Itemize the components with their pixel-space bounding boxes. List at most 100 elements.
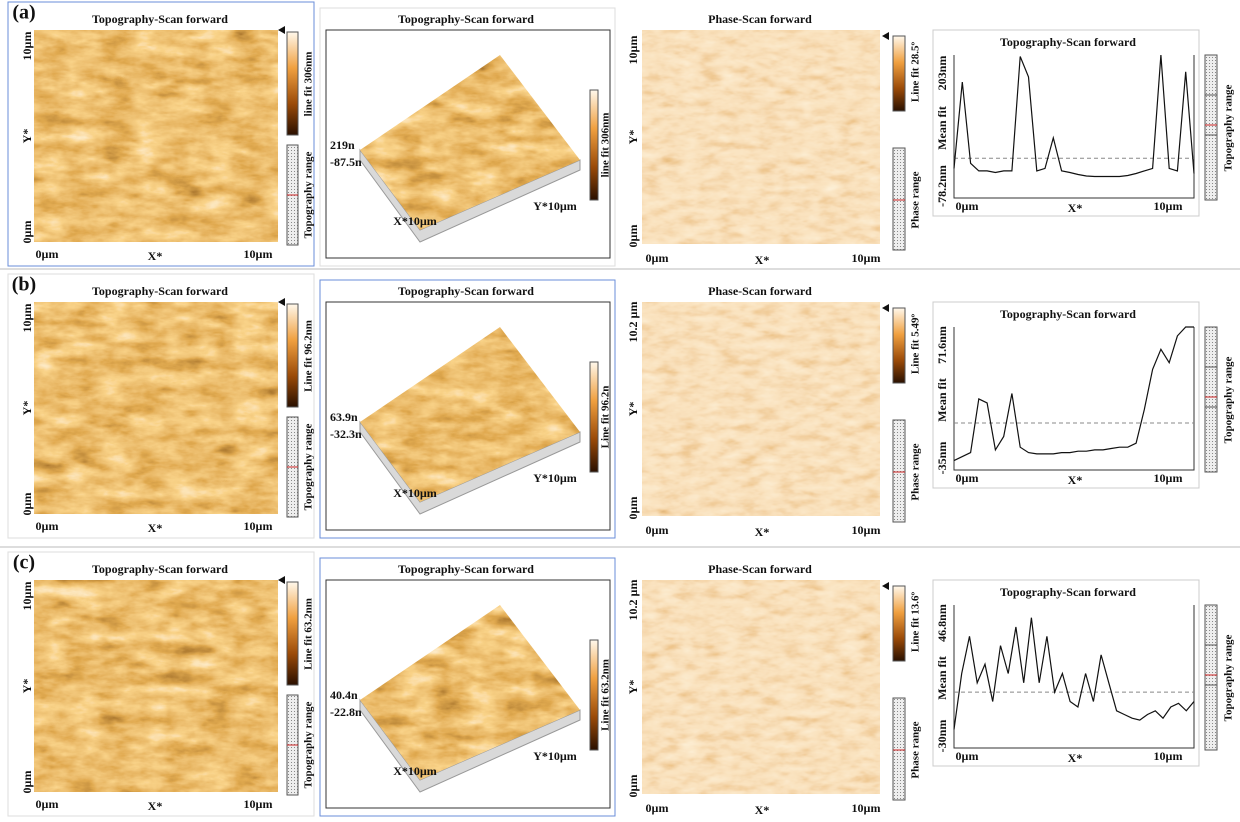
x-label: 10µm [244, 519, 273, 533]
marker [278, 298, 285, 306]
panel-label: (c) [13, 552, 35, 574]
x-label: 10µm [852, 523, 881, 537]
x-label: 0µm [956, 749, 979, 763]
range-label: Phase range [910, 443, 922, 500]
x-axis-label: X* [755, 525, 770, 539]
y-axis-label: Y*10µm [533, 749, 577, 763]
y-label: 10µm [20, 32, 34, 61]
y-tick-label: -78.2nm [935, 165, 949, 207]
colorbar-label: Line fit 13.6º [910, 592, 922, 653]
y-label: 0µm [626, 497, 640, 520]
phase-image [642, 30, 880, 244]
x-axis-label: X* [148, 521, 163, 535]
x-axis-label: X* [755, 253, 770, 267]
y-label: 10.2 µm [626, 302, 640, 343]
phase-image [642, 302, 880, 516]
x-axis-label: X*10µm [393, 214, 437, 228]
range-bar [893, 420, 905, 522]
panel-label: (a) [12, 2, 35, 24]
panel-title: Phase-Scan forward [708, 562, 812, 576]
y-axis-label: Y*10µm [533, 199, 577, 213]
x-label: 10µm [852, 251, 881, 265]
range-label: Phase range [910, 721, 922, 778]
x-label: 10µm [244, 247, 273, 261]
x-label: 0µm [36, 519, 59, 533]
panel-title: Topography-Scan forward [1000, 585, 1136, 599]
x-label: 10µm [852, 801, 881, 815]
afm-image [34, 30, 278, 242]
range-bar [893, 148, 905, 250]
x-axis-label: X* [148, 799, 163, 813]
x-label: 0µm [646, 251, 669, 265]
y-label: 10µm [20, 582, 34, 611]
z-label: 40.4n [330, 688, 358, 702]
panel-frame [933, 580, 1199, 766]
panel-frame [933, 302, 1199, 488]
marker [278, 576, 285, 584]
y-label: 10.2 µm [626, 580, 640, 621]
y-axis-label: Y*10µm [533, 471, 577, 485]
colorbar [287, 304, 298, 407]
range-label: Topography range [303, 152, 315, 239]
colorbar-label: Line fit 5.49º [910, 314, 922, 375]
panel-title: Topography-Scan forward [1000, 35, 1136, 49]
panel-label: (b) [12, 274, 36, 296]
x-label: 10µm [1154, 471, 1183, 485]
panel-frame [933, 30, 1199, 216]
colorbar [893, 36, 905, 111]
panel-title: Topography-Scan forward [398, 562, 534, 576]
x-axis-label: X*10µm [393, 486, 437, 500]
colorbar-label: line fit 306nm [600, 113, 612, 178]
range-label: Topography range [1223, 357, 1235, 444]
colorbar [893, 308, 905, 383]
range-label: Topography range [1223, 85, 1235, 172]
colorbar-label: Line fit 63.2nm [600, 659, 612, 731]
range-bar [893, 698, 905, 800]
y-label: 0µm [20, 221, 34, 244]
y-tick-label: -35nm [935, 442, 949, 475]
y-axis-label: Y* [20, 679, 34, 694]
afm-image [34, 580, 278, 792]
marker [882, 32, 889, 40]
y-tick-label: -30nm [935, 720, 949, 753]
x-label: 10µm [1154, 199, 1183, 213]
marker [882, 304, 889, 312]
panel-title: Phase-Scan forward [708, 284, 812, 298]
y-tick-label: Mean fit [935, 656, 949, 700]
y-axis-label: Y* [626, 402, 640, 417]
x-label: 0µm [36, 797, 59, 811]
y-tick-label: 203nm [935, 56, 949, 91]
range-bar [1205, 55, 1217, 200]
y-tick-label: Mean fit [935, 378, 949, 422]
x-label: 0µm [646, 801, 669, 815]
range-bar [1205, 327, 1217, 472]
range-label: Topography range [303, 702, 315, 789]
x-label: 10µm [244, 797, 273, 811]
x-axis-label: X* [1068, 751, 1083, 765]
y-label: 0µm [626, 775, 640, 798]
marker [278, 26, 285, 34]
y-label: 10µm [626, 36, 640, 65]
range-label: Phase range [910, 171, 922, 228]
x-axis-label: X* [1068, 201, 1083, 215]
range-bar [1205, 605, 1217, 750]
colorbar [287, 582, 298, 685]
panel-title: Topography-Scan forward [1000, 307, 1136, 321]
range-label: Topography range [1223, 635, 1235, 722]
panel-title: Phase-Scan forward [708, 12, 812, 26]
phase-image [642, 580, 880, 794]
x-axis-label: X* [1068, 473, 1083, 487]
x-axis-label: X* [755, 803, 770, 817]
x-label: 0µm [956, 471, 979, 485]
colorbar [287, 32, 298, 135]
y-tick-label: Mean fit [935, 106, 949, 150]
figure: (a) Topography-Scan forward 10µm Y* 0µm 0µm X*… [0, 0, 1240, 822]
z-label: -32.3n [330, 427, 362, 441]
z-label: 63.9n [330, 410, 358, 424]
x-label: 0µm [956, 199, 979, 213]
x-label: 10µm [1154, 749, 1183, 763]
x-axis-label: X* [148, 249, 163, 263]
panel-title: Topography-Scan forward [92, 562, 228, 576]
z-label: -87.5n [330, 155, 362, 169]
y-tick-label: 46.8nm [935, 604, 949, 642]
